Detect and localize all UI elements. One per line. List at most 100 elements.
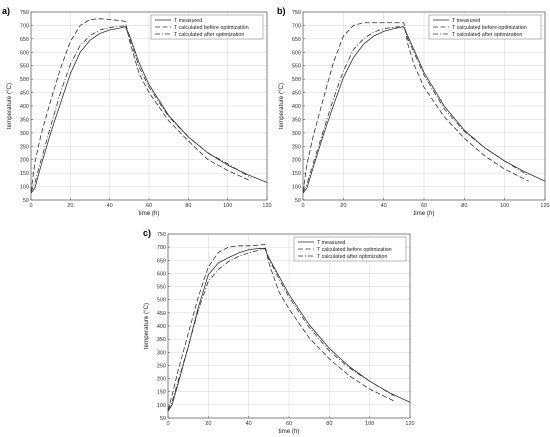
y-tick-label: 450 [292,91,301,97]
y-tick-label: 700 [20,23,29,29]
legend-entry: T measured [174,18,202,24]
y-tick-label: 400 [292,104,301,110]
y-tick-label: 350 [292,117,301,123]
y-axis-label: temperature (°C) [6,83,13,129]
series-line-solid [302,26,546,194]
y-tick-label: 350 [157,337,166,343]
y-tick-label: 650 [20,37,29,43]
legend-entry: T calculated after optimization [317,254,387,260]
x-tick-label: 40 [381,203,387,209]
panel-label: b) [277,6,286,16]
y-tick-label: 700 [157,245,166,251]
x-tick-label: 80 [461,203,467,209]
y-tick-label: 50 [23,198,29,204]
y-tick-label: 750 [292,10,301,16]
y-tick-label: 150 [292,171,301,177]
chart-panel-3: 0 20 40 60 80 100 120 50 100 150 200 250 300 350 400 45… [143,228,415,435]
x-tick-label: 80 [326,421,332,427]
legend-entry: T measured [317,240,345,246]
x-tick-label: 120 [262,203,271,209]
y-tick-label: 250 [20,144,29,150]
series-line-dashdot [167,248,395,411]
y-tick-label: 500 [157,298,166,304]
series-line-solid [167,248,411,412]
y-tick-label: 200 [20,158,29,164]
x-tick-label: 60 [146,203,152,209]
y-tick-label: 450 [157,311,166,317]
legend-entry: T calculated after optimization [174,32,244,38]
axes-frame [302,11,546,201]
series-line-dashed [302,22,530,192]
panel-label: c) [143,228,151,238]
y-tick-label: 700 [292,23,301,29]
y-tick-label: 150 [20,171,29,177]
x-tick-label: 20 [340,203,346,209]
y-tick-label: 250 [292,144,301,150]
chart-panel-1: 0 20 40 60 80 100 120 50 100 150 200 250 300 350 400 45… [2,6,272,217]
legend-box [428,14,542,40]
x-tick-label: 40 [246,421,252,427]
y-tick-label: 750 [20,10,29,16]
x-tick-label: 0 [29,203,32,209]
y-tick-label: 400 [20,104,29,110]
x-tick-label: 60 [286,421,292,427]
x-axis-label: time (h) [139,210,160,217]
legend-box [150,14,264,40]
series-line-dashed [30,18,252,192]
y-tick-label: 550 [157,285,166,291]
x-tick-label: 100 [500,203,509,209]
y-tick-label: 500 [20,77,29,83]
x-tick-label: 80 [185,203,191,209]
x-axis-label: time (h) [414,210,435,217]
x-tick-label: 120 [540,203,549,209]
legend-entry: T calculated before optimization [317,247,392,253]
y-tick-label: 750 [157,232,166,238]
y-tick-label: 300 [20,131,29,137]
y-tick-label: 50 [160,416,166,422]
y-tick-label: 550 [20,64,29,70]
y-tick-label: 250 [157,363,166,369]
legend-entry: T calculated after optimization [452,32,522,38]
y-tick-label: 200 [292,158,301,164]
panel-label: a) [2,6,10,16]
y-tick-label: 500 [292,77,301,83]
x-axis-label: time (h) [279,428,300,435]
y-tick-label: 100 [20,185,29,191]
x-tick-label: 0 [301,203,304,209]
y-tick-label: 50 [295,198,301,204]
y-tick-label: 400 [157,324,166,330]
x-tick-label: 40 [107,203,113,209]
legend-entry: T measured [452,18,480,24]
series-line-dashed [167,244,395,411]
x-tick-label: 20 [205,421,211,427]
y-tick-label: 650 [157,258,166,264]
y-tick-label: 100 [292,185,301,191]
y-tick-label: 600 [292,50,301,56]
y-tick-label: 350 [20,117,29,123]
y-tick-label: 150 [157,390,166,396]
x-tick-label: 60 [421,203,427,209]
y-axis-label: temperature (°C) [143,303,150,349]
y-tick-label: 550 [292,64,301,70]
y-tick-label: 300 [157,350,166,356]
y-tick-label: 100 [157,403,166,409]
y-tick-label: 300 [292,131,301,137]
legend-box [293,236,407,262]
y-tick-label: 450 [20,91,29,97]
x-tick-label: 120 [405,421,414,427]
y-axis-label: temperature (°C) [278,83,285,129]
legend-entry: T calculated before optimization [452,25,527,31]
series-line-dashdot [302,25,530,193]
y-tick-label: 600 [20,50,29,56]
chart-panel-2: 0 20 40 60 80 100 120 50 100 150 200 250 300 350 400 45… [277,6,550,217]
x-tick-label: 100 [365,421,374,427]
x-tick-label: 100 [223,203,232,209]
y-tick-label: 200 [157,377,166,383]
x-tick-label: 0 [166,421,169,427]
x-tick-label: 20 [67,203,73,209]
legend-entry: T calculated before optimization [174,25,249,31]
axes-frame [167,233,411,419]
